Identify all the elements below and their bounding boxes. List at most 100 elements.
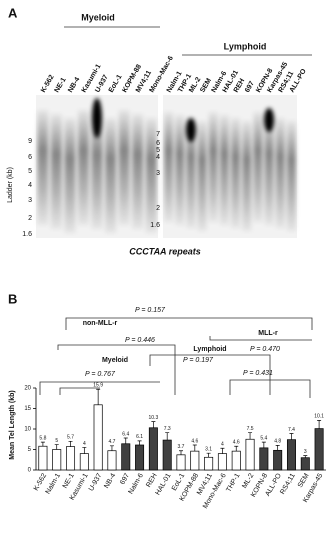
annotation: Lymphoid bbox=[193, 346, 226, 353]
bar bbox=[93, 404, 103, 471]
smear bbox=[186, 118, 196, 228]
bar bbox=[79, 453, 89, 471]
y-tick-label: 5 bbox=[28, 447, 32, 453]
smear bbox=[208, 112, 218, 222]
value-label: 5.7 bbox=[67, 435, 74, 441]
smear bbox=[91, 114, 103, 229]
smear bbox=[50, 114, 62, 229]
panel-label: B bbox=[8, 291, 17, 306]
y-tick-label: 15 bbox=[24, 406, 31, 412]
x-title: CCCTAA repeats bbox=[129, 246, 201, 256]
y-tick-label: 10 bbox=[24, 427, 31, 433]
x-tick-label: REH bbox=[145, 472, 158, 488]
y-tick-label: 20 bbox=[24, 386, 31, 392]
error-bar bbox=[248, 432, 253, 440]
x-tick-label: ML-2 bbox=[241, 472, 255, 489]
error-bar bbox=[289, 433, 294, 440]
smear bbox=[219, 115, 229, 225]
bar bbox=[300, 457, 310, 471]
bar bbox=[121, 443, 131, 471]
ladder-label: 1.6 bbox=[22, 231, 32, 238]
bar bbox=[286, 439, 296, 471]
gel-smears bbox=[37, 98, 296, 233]
smear bbox=[175, 115, 185, 225]
bar bbox=[217, 453, 227, 471]
bar bbox=[148, 427, 158, 471]
lane-label: NB-4 bbox=[67, 76, 81, 94]
value-label: 6.1 bbox=[136, 434, 143, 440]
error-bar bbox=[165, 432, 170, 441]
smear bbox=[253, 112, 263, 222]
x-tick-label: NB-4 bbox=[103, 472, 117, 489]
annotation: P = 0.197 bbox=[183, 357, 214, 364]
error-bar bbox=[54, 444, 59, 450]
error-bar bbox=[303, 455, 308, 458]
error-bar bbox=[275, 445, 280, 451]
ladder-label: 4 bbox=[156, 154, 160, 161]
bar bbox=[190, 450, 200, 471]
x-tick-label: SEM bbox=[297, 472, 311, 489]
value-label: 5.4 bbox=[260, 435, 267, 441]
value-label: 4 bbox=[221, 442, 224, 448]
brackets bbox=[39, 317, 313, 398]
value-label: 4.6 bbox=[191, 438, 198, 444]
lane-label: 697 bbox=[244, 80, 256, 94]
bar bbox=[52, 449, 62, 471]
value-label: 4 bbox=[83, 441, 86, 447]
error-bar bbox=[151, 421, 156, 428]
annotation: non-MLL-r bbox=[83, 320, 118, 327]
smear-core bbox=[264, 108, 275, 132]
ladder-label: 7 bbox=[156, 131, 160, 138]
value-label: 7.3 bbox=[164, 426, 171, 432]
error-bar bbox=[179, 450, 183, 455]
x-tick-label: THP-1 bbox=[225, 472, 241, 493]
bar bbox=[66, 446, 76, 471]
smear bbox=[242, 121, 252, 231]
error-bar bbox=[206, 452, 211, 458]
bar bbox=[204, 456, 214, 471]
error-bar bbox=[82, 447, 87, 454]
lane-label: ALL-PO bbox=[289, 67, 308, 94]
ladder-label: 6 bbox=[28, 154, 32, 161]
smear bbox=[197, 121, 207, 231]
bar bbox=[38, 445, 48, 471]
annotation: P = 0.157 bbox=[135, 307, 166, 314]
error-bar bbox=[123, 437, 128, 444]
smear bbox=[37, 110, 49, 225]
value-label: 3.7 bbox=[178, 444, 185, 450]
smear bbox=[64, 118, 76, 233]
value-label: 5 bbox=[55, 438, 58, 444]
value-label: 5.8 bbox=[39, 435, 46, 441]
panel-label: A bbox=[8, 5, 18, 20]
group-header: Myeloid bbox=[81, 12, 115, 22]
ladder-label: 1.6 bbox=[150, 222, 160, 229]
gel-right bbox=[163, 95, 297, 238]
value-label: 3 bbox=[304, 449, 307, 455]
lane-label: NE-1 bbox=[54, 77, 68, 94]
ladder-label: 6 bbox=[156, 140, 160, 147]
smear bbox=[78, 110, 89, 225]
bar bbox=[107, 450, 117, 471]
smear bbox=[164, 112, 174, 222]
ladder-label: 5 bbox=[28, 168, 32, 175]
smear bbox=[231, 118, 241, 228]
error-bar bbox=[234, 445, 239, 452]
bar bbox=[135, 444, 145, 471]
annotation: P = 0.431 bbox=[243, 370, 273, 377]
smear bbox=[118, 110, 130, 225]
bar bbox=[273, 449, 283, 471]
smear bbox=[275, 118, 285, 228]
x-tick-label: NE-1 bbox=[62, 472, 76, 489]
x-tick-label: 697 bbox=[119, 472, 131, 486]
error-bar bbox=[40, 441, 45, 447]
value-label: 6.4 bbox=[122, 431, 129, 437]
value-label: 3.1 bbox=[205, 447, 212, 453]
error-bar bbox=[68, 440, 73, 447]
bar bbox=[245, 438, 255, 471]
value-label: 4.6 bbox=[233, 440, 240, 446]
error-bar bbox=[96, 388, 101, 405]
smear bbox=[132, 114, 144, 229]
ladder-label: 2 bbox=[28, 215, 32, 222]
annotation: P = 0.470 bbox=[250, 346, 280, 353]
